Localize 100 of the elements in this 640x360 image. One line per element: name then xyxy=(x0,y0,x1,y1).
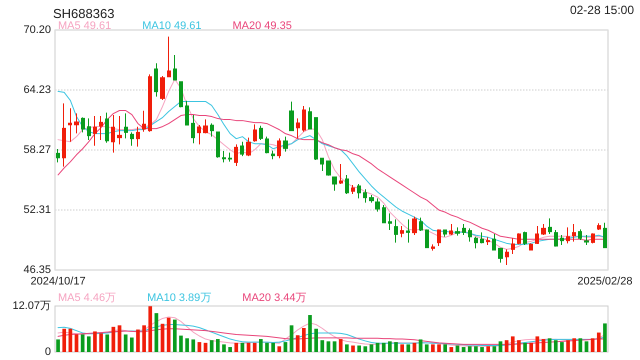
candlestick xyxy=(437,228,441,247)
candlestick xyxy=(93,116,97,146)
text: MA5 49.61 xyxy=(58,20,112,32)
bar xyxy=(357,346,361,352)
candlestick xyxy=(584,234,589,246)
line-series xyxy=(58,110,606,241)
bar xyxy=(154,313,158,352)
candlestick xyxy=(560,234,564,246)
candlestick xyxy=(455,226,460,236)
candlestick xyxy=(480,232,484,244)
bar xyxy=(258,339,263,352)
bar xyxy=(252,342,257,352)
bar xyxy=(105,334,110,352)
candlestick xyxy=(357,183,361,199)
y-tick-label: 46.35 xyxy=(23,264,51,276)
candlestick xyxy=(308,106,312,130)
candlestick xyxy=(548,218,552,234)
bar xyxy=(566,340,570,352)
bar xyxy=(136,330,140,352)
bar xyxy=(338,339,343,352)
bar xyxy=(394,342,398,352)
bar xyxy=(424,344,429,352)
bar xyxy=(572,338,576,352)
candlestick xyxy=(81,116,85,133)
candlestick xyxy=(431,244,435,252)
bar xyxy=(510,336,515,352)
bar xyxy=(80,334,84,352)
y-tick-label: 0 xyxy=(44,346,51,358)
bar xyxy=(517,340,521,352)
candlestick xyxy=(332,176,337,192)
candlestick xyxy=(148,74,152,132)
candlestick xyxy=(462,224,466,236)
text: MA10 3.89万 xyxy=(147,292,212,304)
text: MA5 4.46万 xyxy=(58,292,116,304)
bar xyxy=(56,339,60,352)
y-tick-label: 64.23 xyxy=(23,84,51,96)
candlestick xyxy=(314,116,318,161)
candlestick xyxy=(99,116,103,140)
line-series xyxy=(58,324,606,346)
candlestick xyxy=(234,144,238,167)
candlestick xyxy=(222,150,226,163)
candlestick xyxy=(56,148,60,163)
candlestick xyxy=(375,198,380,212)
bar xyxy=(498,341,502,352)
bar xyxy=(603,323,607,352)
candlestick xyxy=(400,226,404,238)
bar xyxy=(351,346,355,352)
candlestick xyxy=(111,114,115,154)
bar xyxy=(548,338,552,352)
bar xyxy=(382,342,386,352)
candlestick xyxy=(474,236,478,249)
bar xyxy=(431,344,435,352)
bar xyxy=(596,332,601,352)
bar xyxy=(179,336,183,352)
bar xyxy=(234,342,238,352)
candlestick xyxy=(535,226,539,245)
y-tick-label: 12.07万 xyxy=(12,300,51,312)
candlestick xyxy=(492,233,496,250)
bar xyxy=(554,340,558,352)
bar xyxy=(68,328,72,352)
bar xyxy=(376,342,380,352)
candlestick xyxy=(345,174,349,195)
bar xyxy=(265,342,269,352)
candlestick xyxy=(216,132,220,158)
bar xyxy=(529,342,534,352)
candlestick xyxy=(74,112,79,134)
candlestick xyxy=(578,228,582,241)
candlestick xyxy=(591,232,595,244)
candlestick xyxy=(566,226,570,244)
x-tick-label: 2024/10/17 xyxy=(30,276,86,288)
bar xyxy=(542,339,546,352)
candlestick xyxy=(541,224,546,236)
candlestick xyxy=(394,218,398,244)
bar xyxy=(345,344,349,352)
candlestick xyxy=(449,224,453,236)
text: MA20 3.44万 xyxy=(242,292,306,304)
candlestick xyxy=(191,114,195,144)
bar xyxy=(74,334,78,352)
bar xyxy=(118,325,122,352)
bar xyxy=(142,325,146,352)
candlestick xyxy=(283,136,288,152)
candlestick xyxy=(554,230,558,248)
candlestick xyxy=(210,122,214,138)
candlestick xyxy=(130,132,134,146)
candlestick xyxy=(179,81,183,108)
candlestick xyxy=(289,101,294,132)
bar xyxy=(406,344,410,352)
candlestick xyxy=(105,112,109,144)
candlestick xyxy=(154,62,158,98)
candlestick xyxy=(277,138,281,159)
candlestick xyxy=(523,231,527,246)
candlestick xyxy=(203,118,208,134)
candlestick xyxy=(228,152,232,162)
bar xyxy=(130,338,134,352)
y-tick-label: 52.31 xyxy=(23,204,51,216)
bar xyxy=(535,336,540,352)
candlestick xyxy=(412,216,417,236)
candlestick xyxy=(320,157,324,172)
bar xyxy=(314,328,318,352)
bar xyxy=(308,315,312,352)
